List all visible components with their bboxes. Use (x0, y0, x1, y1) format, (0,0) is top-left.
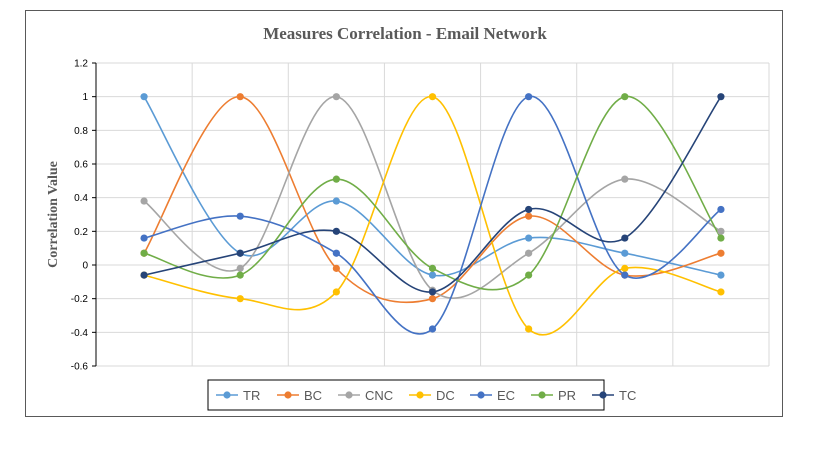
axes: 1.2 1 0.8 0.6 0.4 0.2 0 -0.2 -0.4 -0.6 (71, 59, 97, 373)
data-point-bc (717, 249, 725, 257)
data-point-bc (525, 212, 533, 220)
data-point-tr (621, 249, 629, 257)
data-point-tc (140, 271, 148, 279)
legend-label-tr: TR (243, 388, 260, 403)
data-point-cnc (140, 197, 148, 205)
data-point-ec (428, 325, 437, 333)
data-point-tc (332, 227, 340, 235)
data-point-pr (140, 249, 148, 257)
legend-marker-dc (416, 391, 424, 399)
data-point-cnc (717, 227, 725, 235)
series-line-tr (143, 96, 722, 277)
y-tick-label: -0.6 (71, 362, 89, 373)
chart-canvas: Measures Correlation - Email Network Cor… (46, 24, 770, 411)
data-point-bc (236, 93, 244, 101)
data-point-tc (236, 249, 244, 257)
legend-label-cnc: CNC (365, 388, 393, 403)
data-point-ec (332, 249, 340, 257)
legend-marker-ec (477, 391, 485, 399)
data-point-tc (428, 288, 437, 296)
chart-title: Measures Correlation - Email Network (263, 24, 547, 43)
data-point-tr (428, 271, 437, 279)
data-point-tr (525, 234, 533, 242)
legend-marker-tc (599, 391, 607, 399)
data-point-tc (717, 93, 725, 101)
data-point-dc (717, 288, 725, 296)
legend-marker-cnc (345, 391, 353, 399)
y-tick-label: 1.2 (74, 59, 88, 70)
legend-marker-bc (284, 391, 292, 399)
y-tick-label: 1 (82, 92, 88, 103)
y-tick-label: 0.6 (74, 160, 88, 171)
data-point-pr (717, 234, 725, 242)
series-line-dc (143, 95, 722, 336)
y-tick-label: 0.4 (74, 193, 88, 204)
legend-marker-tr (223, 391, 231, 399)
data-point-tr (140, 93, 148, 101)
data-point-ec (621, 271, 629, 279)
data-point-dc (236, 295, 244, 303)
data-point-pr (332, 175, 340, 183)
legend-label-tc: TC (619, 388, 636, 403)
gridlines (95, 62, 770, 367)
data-point-tr (717, 271, 725, 279)
legend-label-dc: DC (436, 388, 455, 403)
data-point-pr (428, 264, 437, 272)
data-point-bc (332, 264, 340, 272)
y-axis-label: Correlation Value (46, 161, 61, 268)
data-point-bc (428, 295, 437, 303)
data-point-dc (428, 93, 437, 101)
data-point-cnc (525, 249, 533, 257)
data-point-dc (621, 264, 629, 272)
data-point-ec (717, 205, 725, 214)
data-point-cnc (332, 93, 340, 101)
data-point-dc (525, 325, 533, 333)
y-tick-label: -0.4 (71, 328, 89, 339)
y-tick-label: 0.2 (74, 227, 88, 238)
data-point-ec (140, 234, 148, 242)
legend-label-pr: PR (558, 388, 576, 403)
data-point-tc (621, 234, 629, 242)
y-tick-label: 0 (82, 261, 88, 272)
chart-frame: Measures Correlation - Email Network Cor… (25, 10, 783, 417)
data-point-pr (525, 271, 533, 279)
data-point-ec (236, 212, 244, 220)
data-point-pr (621, 93, 629, 101)
data-point-tr (332, 197, 340, 205)
data-point-pr (236, 271, 244, 279)
series-line-tc (143, 96, 722, 293)
legend-label-bc: BC (304, 388, 322, 403)
series-line-pr (143, 95, 722, 291)
series-line-bc (143, 95, 722, 304)
series-points (140, 93, 725, 333)
data-point-cnc (621, 175, 629, 183)
legend-label-ec: EC (497, 388, 515, 403)
data-point-dc (332, 288, 340, 296)
data-point-cnc (236, 264, 244, 272)
data-point-ec (525, 93, 533, 101)
legend: TR BC CNC DC EC PR TC (207, 379, 636, 411)
data-point-tc (525, 205, 533, 214)
y-tick-label: -0.2 (71, 294, 89, 305)
y-tick-label: 0.8 (74, 126, 88, 137)
legend-marker-pr (538, 391, 546, 399)
